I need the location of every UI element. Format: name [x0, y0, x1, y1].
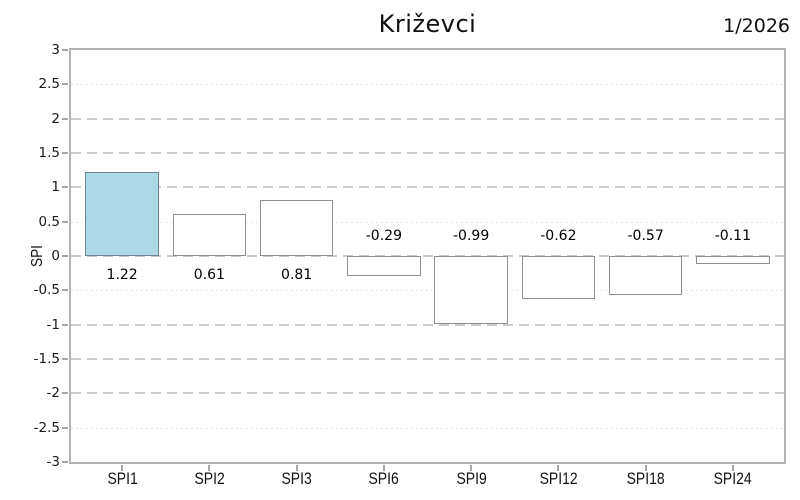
x-tick-label-SPI24: SPI24: [713, 469, 752, 488]
x-tick-mark: [295, 465, 298, 471]
chart-date-label: 1/2026: [723, 15, 790, 37]
gridline-dashed--1: [71, 323, 784, 326]
x-tick-mark: [557, 465, 560, 471]
bar-value-SPI18: -0.57: [627, 228, 664, 244]
x-tick-mark: [731, 465, 734, 471]
x-tick-mark: [470, 465, 473, 471]
y-tick-label: -3: [46, 454, 60, 470]
y-tick-mark: [62, 83, 68, 86]
y-tick-mark: [62, 461, 68, 463]
y-tick-mark: [62, 289, 68, 292]
bar-SPI3: [259, 200, 334, 256]
bar-SPI6: [347, 256, 421, 276]
bar-value-SPI2: 0.61: [193, 267, 225, 283]
x-tick-label-SPI18: SPI18: [626, 469, 665, 488]
gridline-dotted-0.5: [71, 221, 784, 223]
bar-value-SPI9: -0.99: [453, 228, 490, 244]
gridline-dotted--0.5: [71, 290, 784, 292]
y-tick-label: -1.5: [33, 351, 60, 367]
y-tick-mark: [62, 220, 68, 223]
bar-SPI9: [434, 256, 508, 324]
x-tick-label-SPI3: SPI3: [281, 469, 312, 488]
y-tick-mark: [62, 426, 68, 429]
y-tick-mark: [62, 358, 68, 360]
x-tick-label-SPI12: SPI12: [539, 469, 578, 488]
y-tick-label: -2: [46, 385, 60, 402]
x-tick-label-SPI9: SPI9: [456, 469, 487, 488]
gridline-dotted--2.5: [71, 427, 784, 429]
y-tick-mark: [62, 392, 68, 395]
y-tick-mark: [62, 255, 68, 257]
gridline-dashed--2: [71, 392, 784, 395]
x-tick-mark: [644, 465, 647, 471]
y-tick-mark: [62, 152, 68, 154]
y-tick-label: -1: [46, 316, 60, 333]
gridline-dashed-0: [71, 255, 784, 257]
gridline-dashed-2: [71, 117, 784, 120]
y-tick-label: 2.5: [38, 76, 60, 93]
gridline-dashed-1.5: [71, 152, 784, 154]
bar-value-SPI12: -0.62: [540, 228, 577, 244]
x-tick-mark: [121, 465, 124, 471]
x-tick-label-SPI6: SPI6: [368, 469, 399, 488]
y-tick-label: -0.5: [33, 282, 60, 299]
x-tick-mark: [208, 465, 211, 471]
y-tick-label: 1: [51, 179, 60, 196]
y-tick-mark: [62, 117, 68, 120]
y-tick-label: 2: [51, 110, 60, 127]
y-tick-label: 3: [51, 42, 60, 58]
y-tick-label: 1.5: [38, 145, 60, 161]
bar-value-SPI3: 0.81: [281, 267, 313, 283]
y-tick-label: 0.5: [38, 213, 60, 230]
plot-area: SPI 3 2.5 2 1.5 1 0.5 0 -0.5 -1 -1.5 -2 -2.5 -3 1.22 S…: [29, 42, 786, 488]
x-tick-label-SPI1: SPI1: [107, 469, 138, 488]
y-tick-mark: [62, 186, 68, 189]
bar-SPI24: [696, 256, 770, 264]
gridline-dashed--1.5: [71, 358, 784, 360]
x-tick-mark: [382, 465, 385, 471]
bar-SPI18: [608, 256, 683, 296]
bar-value-SPI24: -0.11: [714, 228, 751, 244]
x-tick-label-SPI2: SPI2: [194, 469, 225, 488]
bar-value-SPI1: 1.22: [106, 267, 138, 283]
y-tick-label: 0: [51, 248, 60, 264]
bar-value-SPI6: -0.29: [365, 228, 402, 244]
y-tick-label: -2.5: [33, 419, 60, 436]
bar-SPI2: [172, 214, 247, 256]
y-tick-mark: [62, 49, 68, 51]
bar-SPI1: [85, 172, 159, 256]
gridline-dotted-2.5: [71, 84, 784, 86]
gridline-dashed-1: [71, 186, 784, 189]
chart-title: Križevci: [378, 10, 477, 38]
y-tick-mark: [62, 323, 68, 326]
bar-SPI12: [521, 256, 596, 299]
